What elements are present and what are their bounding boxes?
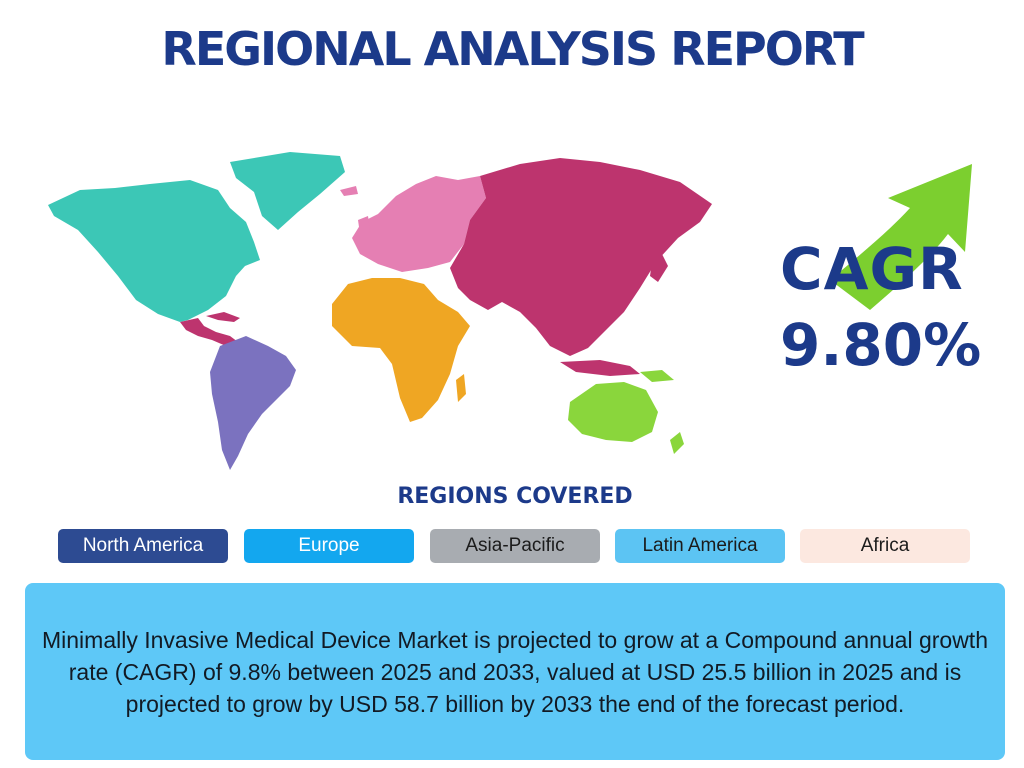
regions-heading: REGIONS COVERED <box>397 484 633 509</box>
indonesia-shape <box>560 360 640 376</box>
cagr-label: CAGR <box>780 235 964 303</box>
cagr-block: CAGR 9.80% <box>780 240 1000 374</box>
summary-box: Minimally Invasive Medical Device Market… <box>25 583 1005 760</box>
region-chip-north-america[interactable]: North America <box>58 529 228 563</box>
south-america-shape <box>210 336 296 470</box>
cagr-value: 9.80% <box>780 311 982 379</box>
page-title: REGIONAL ANALYSIS REPORT <box>161 22 864 76</box>
region-chip-asia-pacific[interactable]: Asia-Pacific <box>430 529 600 563</box>
greenland-shape <box>230 152 345 230</box>
world-map <box>48 152 712 470</box>
new-zealand-shape <box>670 432 684 454</box>
australia-shape <box>568 382 658 442</box>
europe-shape <box>352 176 486 272</box>
japan-shape <box>650 254 668 282</box>
region-chip-europe[interactable]: Europe <box>244 529 414 563</box>
papua-shape <box>640 370 674 382</box>
caribbean-shape <box>206 312 240 322</box>
iceland-shape <box>340 186 358 196</box>
uk-shape <box>358 216 370 234</box>
summary-text: Minimally Invasive Medical Device Market… <box>42 626 988 717</box>
regions-list: North America Europe Asia-Pacific Latin … <box>58 529 972 563</box>
region-chip-africa[interactable]: Africa <box>800 529 970 563</box>
region-chip-latin-america[interactable]: Latin America <box>615 529 785 563</box>
madagascar-shape <box>456 374 466 402</box>
africa-shape <box>332 278 470 422</box>
growth-arrow-icon <box>830 164 972 310</box>
central-america-shape <box>180 318 238 346</box>
north-america-shape <box>48 180 260 322</box>
asia-shape <box>450 158 712 356</box>
